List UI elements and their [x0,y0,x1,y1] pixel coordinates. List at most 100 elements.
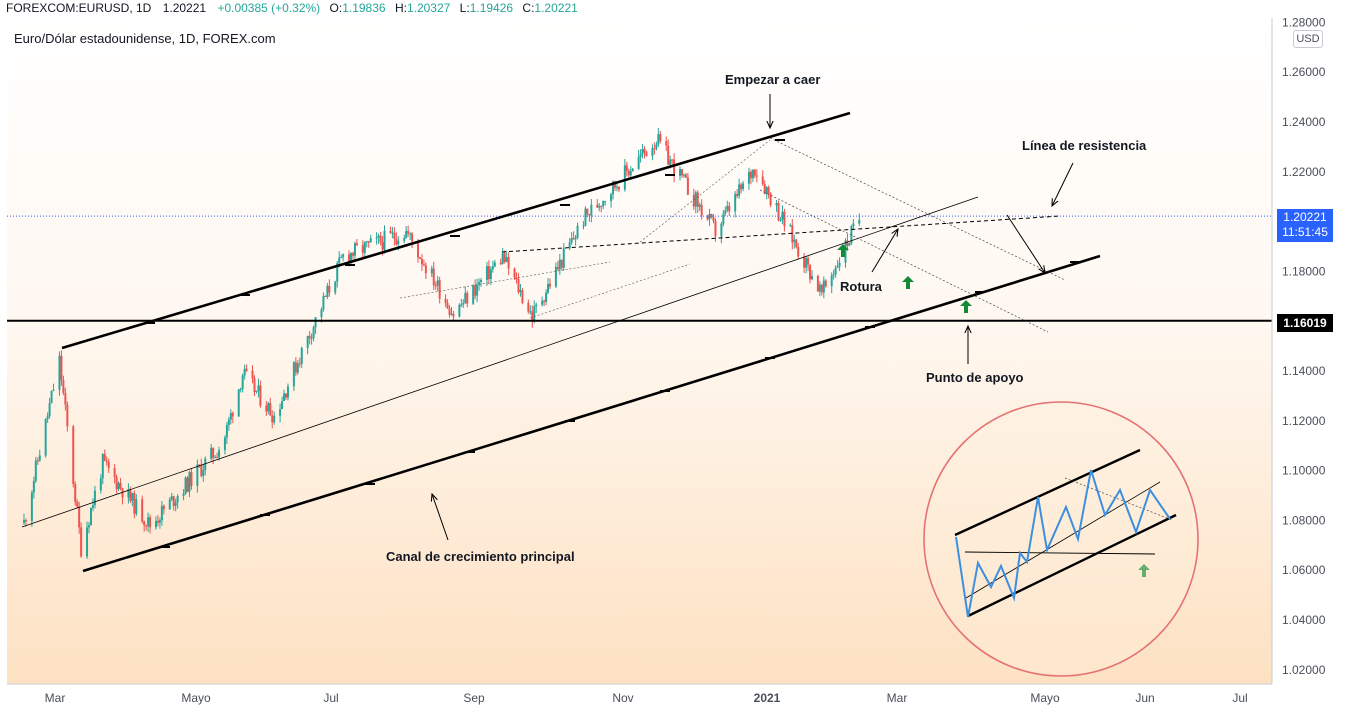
candle-body [255,390,258,393]
candle-body [172,496,175,506]
candle-body [93,490,96,506]
candle-body [174,502,177,506]
open-value: 1.19836 [342,1,386,15]
inset-diagram [923,401,1199,677]
bar-countdown: 11:51:45 [1282,225,1328,239]
candle-body [692,194,695,207]
candle-body [600,205,603,207]
candle-body [184,477,187,494]
candle-body [34,460,37,481]
candle-body [653,148,656,150]
candle-body [229,413,232,420]
candle-body [66,404,69,427]
y-tick-label: 1.12000 [1282,414,1326,428]
candle-body [403,238,406,241]
candle-body [375,237,378,239]
x-tick-label: Sep [463,691,485,705]
candle-body [176,496,179,503]
minor-channel-line [639,139,771,243]
candle-body [444,298,447,303]
candle-body [147,517,150,527]
candle-body [322,295,325,310]
candle-body [809,264,812,280]
horizontal-level-tag: 1.16019 [1277,314,1333,332]
x-tick-label: Mayo [181,691,211,705]
candle-body [505,257,508,262]
channel-tick [240,294,250,296]
y-tick-label: 1.22000 [1282,165,1326,179]
candle-body [381,242,384,250]
channel-lower-line [82,254,1101,573]
candle-body [777,203,780,221]
candle-body [832,274,835,276]
candle-body [712,217,715,222]
candle-body [765,187,768,194]
candle-body [466,292,469,304]
channel-tick [160,546,170,548]
candle-body [310,337,313,339]
channel-tick [660,390,670,392]
candle-body [149,517,152,528]
candle-body [698,204,701,207]
currency-button[interactable]: USD [1293,30,1323,48]
candle-body [44,418,47,456]
candle-body [615,186,618,188]
falling-channel-line [769,137,1066,281]
current-price-value: 1.20221 [1283,210,1327,224]
y-tick-label: 1.26000 [1282,65,1326,79]
candle-body [789,225,792,227]
candle-body [838,262,841,267]
candle-body [38,455,41,461]
candle-body [369,238,372,243]
candle-body [294,362,297,373]
projection-line [1006,214,1045,273]
candle-body [570,238,573,243]
candle-body [478,282,481,285]
candle-body [300,347,303,364]
candle-body [499,262,502,264]
candle-body [527,302,530,312]
candle-body [659,133,662,142]
candle-body [641,149,644,155]
candle-body [196,464,199,486]
candle-body [720,223,723,237]
annotation-resistance: Línea de resistencia [1022,138,1147,153]
candle-body [604,201,607,203]
annotation-break: Rotura [840,279,882,294]
candle-body [655,144,658,149]
candle-body [598,205,601,208]
candle-body [521,290,524,303]
arrow-resistance [1052,162,1074,206]
green-up-arrow [837,244,849,257]
symbol-label[interactable]: FOREXCOM:EURUSD, 1D [6,1,152,15]
candle-body [679,169,682,176]
candle-body [58,355,61,390]
candle-body [846,240,849,246]
candle-body [462,303,465,305]
candle-body [141,499,144,522]
candle-body [62,380,65,394]
candle-body [818,284,821,292]
green-up-arrow [902,276,914,289]
candle-body [115,476,118,490]
candle-body [805,258,808,268]
candle-body [324,295,327,297]
candle-body [223,437,226,451]
inset-price-path [955,469,1171,618]
candle-body [241,375,244,390]
candle-body [519,290,522,293]
candle-body [156,520,159,523]
channel-upper-line [61,111,851,350]
candle-body [420,258,423,265]
candle-body [88,525,91,528]
candle-body [728,205,731,212]
inset-upper-line [954,448,1141,537]
candle-body [101,453,104,479]
candle-body [751,169,754,179]
candle-body [117,483,120,490]
channel-tick [145,322,155,324]
candle-body [218,450,221,458]
candle-body [432,268,435,286]
